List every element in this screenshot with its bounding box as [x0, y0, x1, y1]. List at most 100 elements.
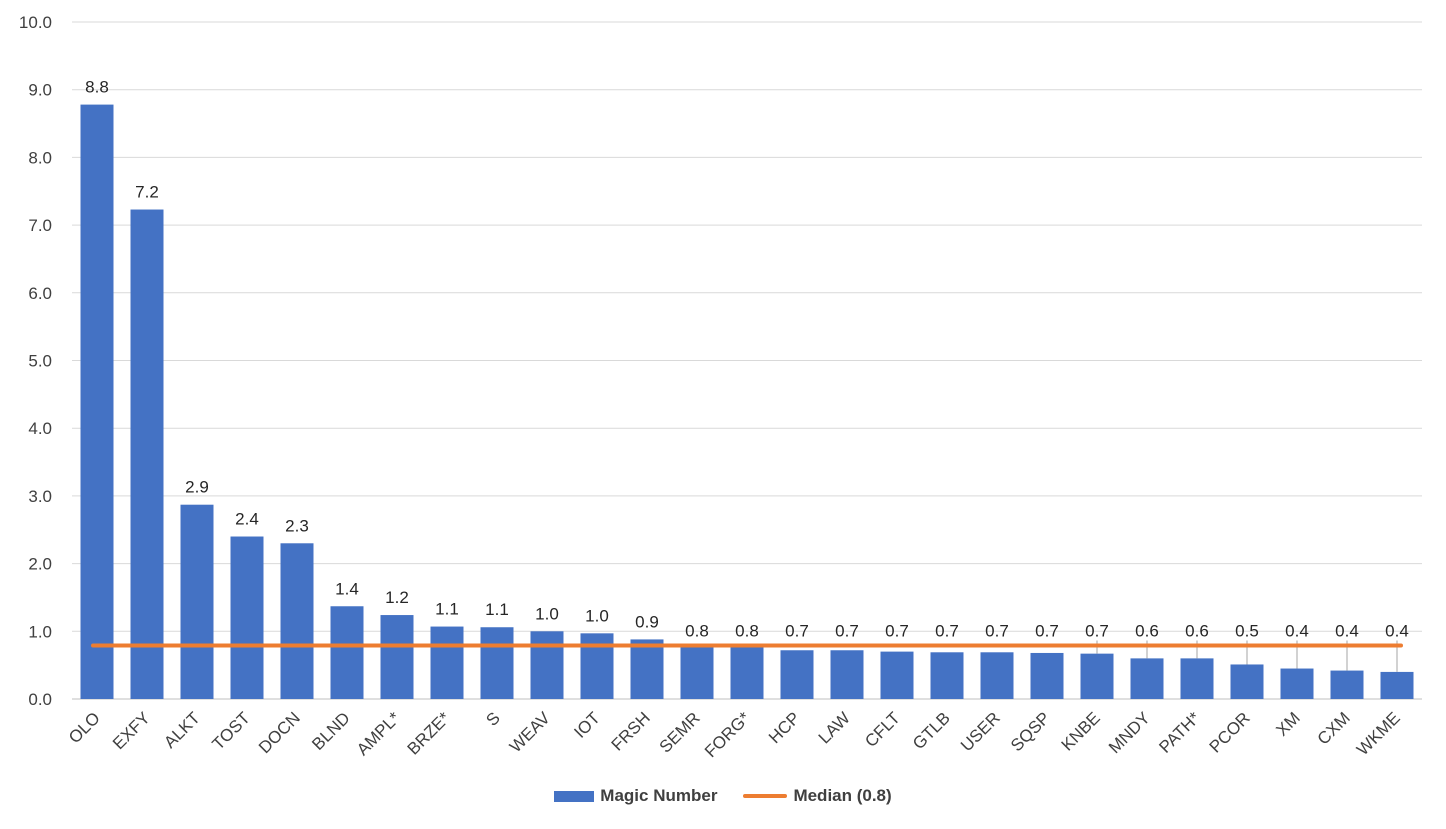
bar: [530, 631, 564, 699]
data-label: 0.7: [785, 622, 809, 641]
data-label: 2.3: [285, 516, 309, 535]
data-label: 0.4: [1335, 622, 1359, 641]
x-tick-label: CFLT: [861, 708, 904, 751]
x-tick-label: ALKT: [160, 708, 204, 752]
data-label: 0.6: [1135, 622, 1159, 641]
x-tick-label: MNDY: [1105, 708, 1154, 757]
x-tick-label: BRZE*: [404, 708, 454, 758]
bar: [430, 626, 464, 699]
legend-label-median: Median (0.8): [793, 786, 892, 805]
y-tick-label: 2.0: [28, 555, 52, 574]
legend-label-bars: Magic Number: [600, 786, 718, 805]
bar: [280, 543, 314, 699]
y-tick-label: 8.0: [28, 148, 52, 167]
bar: [880, 651, 914, 699]
bar: [730, 644, 764, 699]
data-label: 2.4: [235, 510, 259, 529]
data-label: 0.7: [885, 622, 909, 641]
y-tick-label: 1.0: [28, 622, 52, 641]
x-tick-label: XM: [1272, 708, 1303, 739]
bar: [1130, 658, 1164, 699]
x-tick-label: HCP: [765, 708, 804, 747]
data-label: 1.0: [585, 606, 609, 625]
data-label: 0.4: [1385, 622, 1409, 641]
x-tick-label: IOT: [570, 708, 603, 741]
data-label: 1.2: [385, 588, 409, 607]
x-tick-label: PCOR: [1206, 708, 1254, 756]
data-label: 0.8: [685, 622, 709, 641]
bar: [1230, 664, 1264, 699]
x-tick-label: USER: [957, 708, 1004, 755]
y-tick-label: 5.0: [28, 352, 52, 371]
x-tick-label: FORG*: [701, 708, 754, 761]
data-label: 1.0: [535, 604, 559, 623]
bar: [1330, 670, 1364, 699]
bar: [980, 652, 1014, 699]
bar: [630, 639, 664, 699]
x-tick-label: DOCN: [255, 708, 304, 757]
bar: [930, 652, 964, 699]
bar: [180, 504, 214, 699]
data-label: 0.9: [635, 612, 659, 631]
data-label: 0.8: [735, 622, 759, 641]
data-label: 0.7: [1035, 622, 1059, 641]
gridlines: [72, 21, 1422, 700]
x-tick-label: EXFY: [109, 708, 154, 753]
data-label: 2.9: [185, 478, 209, 497]
x-tick-label: BLND: [308, 708, 354, 754]
bar: [1080, 653, 1114, 699]
x-axis-ticks: OLO EXFY ALKT TOST DOCN BLND AMPL* BRZE* S WEAV IO…: [65, 708, 1404, 761]
y-tick-label: 7.0: [28, 216, 52, 235]
bar: [780, 650, 814, 699]
y-tick-label: 10.0: [19, 13, 52, 32]
bar: [130, 209, 164, 700]
x-tick-label: SEMR: [656, 708, 704, 756]
bar: [1180, 658, 1214, 699]
data-label: 0.6: [1185, 622, 1209, 641]
legend-swatch-line: [743, 794, 788, 798]
y-tick-label: 4.0: [28, 419, 52, 438]
data-label: 0.7: [835, 622, 859, 641]
x-tick-label: LAW: [815, 708, 854, 747]
y-tick-label: 6.0: [28, 284, 52, 303]
x-tick-label: TOST: [209, 708, 254, 753]
data-label: 1.1: [485, 600, 509, 619]
bar: [1280, 668, 1314, 699]
y-tick-label: 9.0: [28, 81, 52, 100]
bar-chart: 0.0 1.0 2.0 3.0 4.0 5.0 6.0 7.0 8.0 9.0 10.0 8.8 7.…: [19, 13, 1422, 761]
y-axis-ticks: 0.0 1.0 2.0 3.0 4.0 5.0 6.0 7.0 8.0 9.0 10.0: [19, 13, 52, 709]
bar: [480, 627, 514, 699]
bar: [230, 536, 264, 699]
data-label: 1.4: [335, 579, 359, 598]
bar: [580, 633, 614, 699]
x-tick-label: GTLB: [909, 708, 954, 753]
data-label: 8.8: [85, 78, 109, 97]
data-label: 0.7: [985, 622, 1009, 641]
data-label: 0.5: [1235, 622, 1259, 641]
x-tick-label: S: [482, 708, 503, 729]
data-labels: 8.8 7.2 2.9 2.4 2.3 1.4 1.2 1.1 1.1 1.0 1.0 0.9 0.8 0…: [85, 78, 1409, 641]
x-tick-label: OLO: [65, 708, 104, 747]
bar: [330, 606, 364, 699]
bar: [1030, 652, 1064, 699]
x-tick-label: KNBE: [1058, 708, 1104, 754]
data-label: 0.7: [1085, 622, 1109, 641]
bar: [380, 615, 414, 699]
legend-item-bars: Magic Number: [554, 786, 717, 806]
x-tick-label: SQSP: [1007, 708, 1054, 755]
data-label: 0.4: [1285, 622, 1309, 641]
x-tick-label: CXM: [1314, 708, 1354, 748]
bar: [80, 104, 114, 700]
legend: Magic Number Median (0.8): [0, 786, 1446, 806]
data-label: 7.2: [135, 183, 159, 202]
bars: [80, 104, 1414, 700]
bar: [830, 650, 864, 699]
legend-swatch-bar: [554, 790, 595, 802]
bar: [1380, 671, 1414, 699]
x-tick-label: PATH*: [1155, 708, 1204, 757]
x-tick-label: WEAV: [506, 708, 554, 756]
legend-item-median: Median (0.8): [743, 786, 892, 806]
x-tick-label: FRSH: [608, 708, 654, 754]
y-tick-label: 0.0: [28, 690, 52, 709]
y-tick-label: 3.0: [28, 487, 52, 506]
